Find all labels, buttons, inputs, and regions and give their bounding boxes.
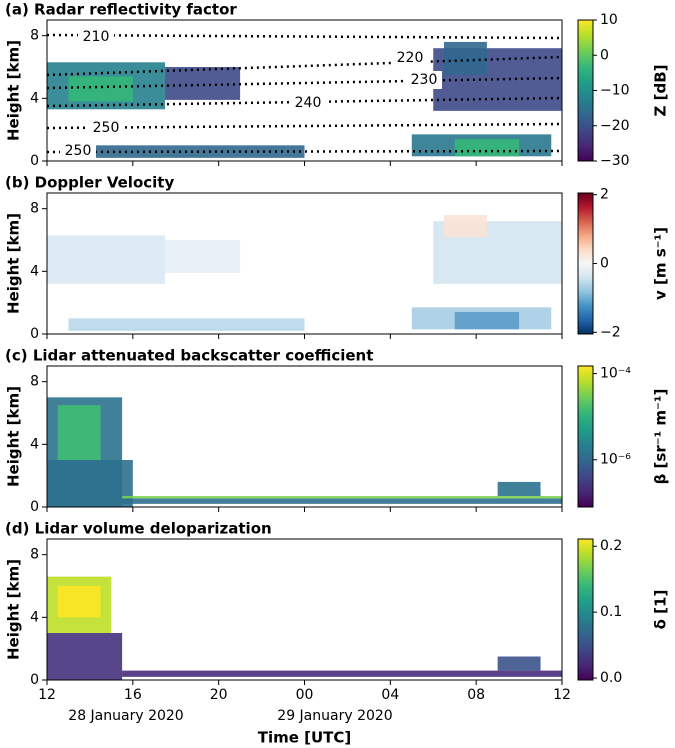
contour-line <box>46 96 563 108</box>
contour-label: 240 <box>295 95 322 111</box>
field-region <box>443 41 487 75</box>
field-region <box>47 460 133 507</box>
y-tick-label: 0 <box>30 672 39 688</box>
y-tick-label: 8 <box>30 28 39 44</box>
colorbar-tick-label: 10⁻⁶ <box>600 452 631 468</box>
y-tick-label: 0 <box>30 499 39 515</box>
field-region <box>47 633 123 680</box>
contour-label: 210 <box>83 29 110 45</box>
contour-label: 220 <box>397 50 424 66</box>
plot-frame <box>46 538 563 681</box>
colorbar-tick-label: −2 <box>600 324 621 340</box>
colorbar <box>577 538 594 681</box>
y-tick-label: 4 <box>30 609 39 625</box>
contour-line <box>46 33 563 40</box>
contour-line <box>46 122 563 130</box>
field-region <box>57 405 101 460</box>
y-axis-label: Height [km] <box>5 386 23 487</box>
colorbar <box>577 192 594 335</box>
x-axis-label: Time [UTC] <box>258 729 352 747</box>
panel: (b) Doppler Velocity 0 4 8 Height [km] −2 0 2 v … <box>5 174 670 343</box>
x-tick-label: 12 <box>553 687 571 703</box>
colorbar-label: Z [dB] <box>652 65 670 117</box>
contour-label: 250 <box>93 120 120 136</box>
contour-line <box>46 55 563 77</box>
colorbar-tick-label: −30 <box>600 153 630 169</box>
field-region <box>122 496 563 499</box>
y-axis-label: Height [km] <box>5 213 23 314</box>
panel: (a) Radar reflectivity factor 210 220 230 24… <box>5 1 670 170</box>
y-tick-label: 8 <box>30 201 39 217</box>
field-region <box>497 656 541 671</box>
y-tick-label: 8 <box>30 547 39 563</box>
field-region <box>57 586 101 618</box>
colorbar-tick-label: 0 <box>600 47 609 63</box>
colorbar-tick-label: 0.2 <box>600 538 622 554</box>
x-tick-label: 04 <box>381 687 399 703</box>
contour-label: 250 <box>65 143 92 159</box>
y-tick-label: 0 <box>30 153 39 169</box>
x-tick-label: 08 <box>467 687 485 703</box>
field-region <box>443 214 487 237</box>
y-axis-label: Height [km] <box>5 559 23 660</box>
colorbar-tick-label: 2 <box>600 187 609 203</box>
contour-line <box>46 149 563 154</box>
colorbar-label: β [sr⁻¹ m⁻¹] <box>652 389 670 485</box>
colorbar <box>577 19 594 162</box>
contour-label: 230 <box>411 72 438 88</box>
colorbar-label: v [m s⁻¹] <box>652 227 670 300</box>
y-tick-label: 4 <box>30 436 39 452</box>
colorbar-label: δ [1] <box>652 590 670 630</box>
colorbar-tick-label: 0.1 <box>600 604 622 620</box>
colorbar-tick-label: 10⁻⁴ <box>600 366 631 382</box>
date-label: 28 January 2020 <box>68 708 183 724</box>
x-tick-label: 00 <box>296 687 314 703</box>
y-tick-label: 8 <box>30 374 39 390</box>
panel-title: (b) Doppler Velocity <box>5 174 174 192</box>
y-tick-label: 0 <box>30 326 39 342</box>
annotation-bg <box>78 28 114 46</box>
y-tick-label: 4 <box>30 90 39 106</box>
field-region <box>122 670 563 677</box>
colorbar-tick-label: 10 <box>600 12 618 28</box>
contour-line <box>46 76 563 90</box>
field-region <box>454 312 520 330</box>
colorbar-tick-label: 0.0 <box>600 670 622 686</box>
field-region <box>68 76 133 102</box>
field-region <box>47 235 166 284</box>
panel: (c) Lidar attenuated backscatter coeffic… <box>5 347 670 516</box>
x-tick-label: 20 <box>210 687 228 703</box>
panel: (d) Lidar volume deloparization048Height… <box>5 520 670 747</box>
field-region <box>454 139 520 157</box>
field-region <box>122 498 563 504</box>
y-axis-label: Height [km] <box>5 40 23 141</box>
field-region <box>497 481 541 497</box>
colorbar-tick-label: −20 <box>600 118 630 134</box>
panel-title: (a) Radar reflectivity factor <box>5 1 237 19</box>
field-region <box>165 240 241 273</box>
annotation-bg <box>88 119 124 137</box>
y-tick-label: 4 <box>30 263 39 279</box>
panel-title: (d) Lidar volume deloparization <box>5 520 272 538</box>
x-tick-label: 16 <box>124 687 142 703</box>
annotation-bg <box>392 49 428 67</box>
date-label: 29 January 2020 <box>277 708 392 724</box>
annotation-bg <box>406 71 442 89</box>
annotation-bg <box>290 94 326 112</box>
panel-title: (c) Lidar attenuated backscatter coeffic… <box>5 347 373 365</box>
colorbar <box>577 365 594 508</box>
colorbar-tick-label: −10 <box>600 83 630 99</box>
annotation-bg <box>60 142 96 160</box>
field-region <box>68 318 305 331</box>
colorbar-tick-label: 0 <box>600 256 609 272</box>
x-tick-label: 12 <box>38 687 56 703</box>
